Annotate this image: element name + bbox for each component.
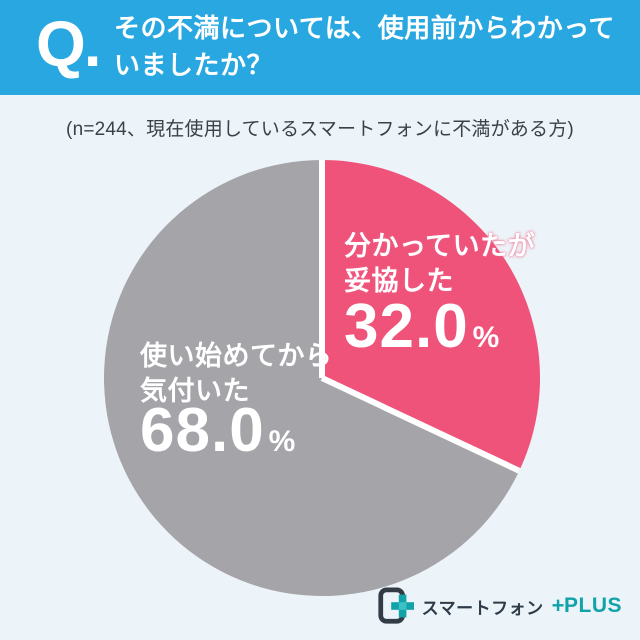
slice-label-knew-line2: 妥協した <box>344 266 454 296</box>
slice-value-noticed: 68.0% <box>140 396 296 465</box>
slice-label-noticed: 使い始めてから 気付いた <box>140 339 333 409</box>
question-line-1: その不満については、使用前からわかって <box>114 13 615 43</box>
question-text: その不満については、使用前からわかって いましたか？ <box>114 10 615 84</box>
q-mark: Q. <box>36 8 102 80</box>
brand-name-en: + PLUS <box>551 593 622 618</box>
slice-separator <box>320 375 521 474</box>
brand-logo: スマートフォン + PLUS <box>376 586 622 626</box>
slice-value-knew: 32.0% <box>344 292 500 361</box>
question-header: Q. その不満については、使用前からわかって いましたか？ <box>0 0 640 95</box>
sample-size-note: (n=244、現在使用しているスマートフォンに不満がある方) <box>66 119 574 140</box>
slice-label-noticed-line2: 気付いた <box>140 376 250 406</box>
slice-label-noticed-line1: 使い始めてから <box>140 341 333 371</box>
brand-name-jp: スマートフォン <box>421 598 544 618</box>
plus-glyph: + <box>551 593 565 618</box>
slice-label-knew: 分かっていたが 妥協した <box>344 229 535 299</box>
slice-label-knew-line1: 分かっていたが <box>344 231 536 261</box>
pie-slice <box>322 160 540 471</box>
smartphone-plus-icon <box>378 587 414 624</box>
question-line-2: いましたか？ <box>114 50 274 80</box>
pie-slice <box>103 160 520 596</box>
